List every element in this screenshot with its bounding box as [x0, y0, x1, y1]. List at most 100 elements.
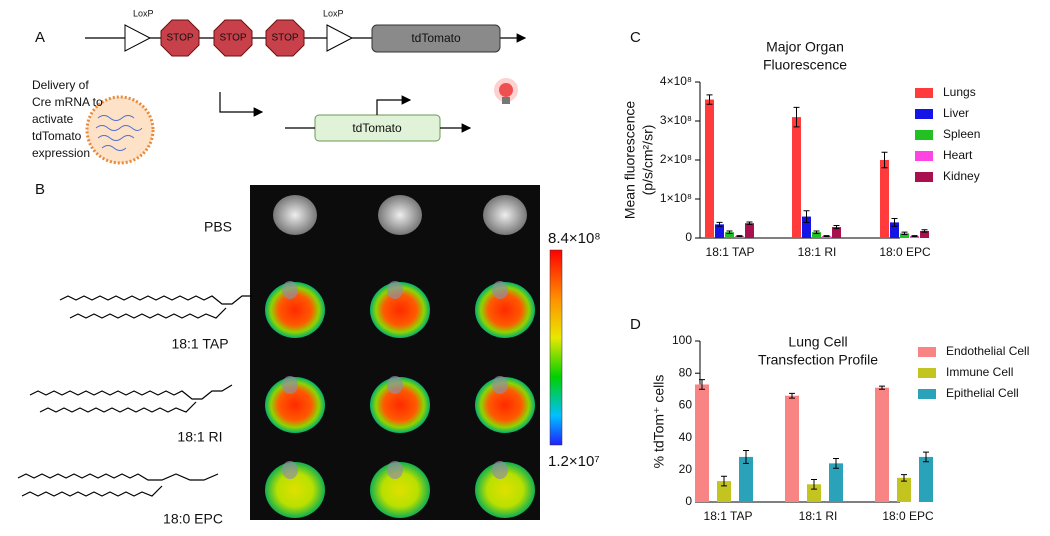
legend-label: Kidney — [943, 169, 980, 183]
x-tick-label: 18:0 EPC — [879, 245, 931, 259]
reporter-label: tdTomato — [352, 121, 402, 135]
delivery-text: expression — [32, 146, 90, 160]
error-bar — [911, 235, 918, 237]
organ-image — [387, 461, 403, 479]
y-tick-label: 100 — [672, 333, 692, 347]
row-label: 18:1 TAP — [171, 336, 228, 352]
y-tick-label: 1×10⁸ — [660, 191, 692, 205]
x-tick-label: 18:1 TAP — [706, 245, 755, 259]
bar — [695, 384, 709, 502]
bar — [715, 224, 724, 238]
bar — [920, 230, 929, 238]
bar — [735, 236, 744, 238]
legend-swatch — [915, 130, 933, 140]
error-bar — [881, 151, 888, 169]
error-bar — [891, 218, 898, 227]
stop-label: STOP — [166, 33, 193, 44]
legend-swatch — [915, 172, 933, 182]
panel-a: A LoxP LoxP STOP STOP STOP tdTomato tdTo… — [35, 8, 527, 165]
colorbar-min: 1.2×10⁷ — [548, 453, 600, 470]
organ-image — [370, 377, 430, 433]
row-label: 18:0 EPC — [163, 511, 223, 527]
y-tick-label: 2×10⁸ — [660, 152, 692, 166]
legend-swatch — [915, 151, 933, 161]
panel-label: B — [35, 181, 45, 198]
y-tick-label: 60 — [679, 398, 693, 412]
y-axis-label: Mean fluorescence — [622, 101, 638, 220]
organ-image — [387, 376, 403, 394]
organ-image — [475, 462, 535, 518]
error-bar — [721, 475, 727, 487]
legend-swatch — [918, 347, 936, 357]
y-axis-label: % tdTom⁺ cells — [651, 375, 667, 469]
bar — [739, 456, 753, 502]
bar — [802, 216, 811, 238]
bar — [717, 481, 731, 502]
organ-image — [273, 195, 317, 235]
bar — [705, 99, 714, 238]
error-bar — [901, 474, 907, 482]
y-axis-label: (p/s/cm²/sr) — [640, 125, 656, 196]
bar — [785, 395, 799, 502]
delivery-text: Cre mRNA to — [32, 95, 103, 109]
legend-swatch — [915, 88, 933, 98]
x-tick-label: 18:1 TAP — [704, 509, 753, 523]
error-bar — [833, 225, 840, 230]
chart-title: Fluorescence — [763, 57, 847, 73]
chart-title: Lung Cell — [788, 334, 847, 350]
x-tick-label: 18:1 RI — [798, 245, 837, 259]
error-bar — [716, 221, 723, 227]
organ-image — [265, 282, 325, 338]
y-tick-label: 20 — [679, 462, 693, 476]
bar — [919, 456, 933, 502]
error-bar — [803, 210, 810, 223]
organ-image — [492, 281, 508, 299]
error-bar — [746, 221, 753, 225]
organ-image — [492, 461, 508, 479]
legend-label: Liver — [943, 106, 969, 120]
colorbar-max: 8.4×10⁸ — [548, 230, 601, 247]
bar — [875, 387, 889, 502]
bar — [812, 232, 821, 238]
organ-image — [282, 376, 298, 394]
loxp-label: LoxP — [133, 8, 154, 18]
delivery-text: Delivery of — [32, 78, 89, 92]
y-tick-label: 3×10⁸ — [660, 113, 692, 127]
chart-title: Transfection Profile — [758, 352, 878, 368]
x-tick-label: 18:0 EPC — [882, 509, 934, 523]
legend-label: Spleen — [943, 127, 980, 141]
organ-image — [265, 462, 325, 518]
error-bar — [726, 230, 733, 234]
y-tick-label: 40 — [679, 430, 693, 444]
reporter-label: tdTomato — [411, 31, 461, 45]
panel-label: C — [630, 29, 641, 46]
error-bar — [833, 458, 839, 469]
organ-image — [282, 281, 298, 299]
y-tick-label: 80 — [679, 365, 693, 379]
organ-image — [370, 282, 430, 338]
organ-image — [265, 377, 325, 433]
row-label: 18:1 RI — [177, 429, 222, 445]
error-bar — [923, 451, 929, 463]
organ-image — [282, 461, 298, 479]
bar — [897, 477, 911, 502]
organ-image — [475, 282, 535, 338]
bar — [725, 232, 734, 238]
error-bar — [789, 392, 795, 399]
organ-image — [378, 195, 422, 235]
organ-image — [387, 281, 403, 299]
bar — [890, 222, 899, 238]
legend-label: Endothelial Cell — [946, 344, 1029, 358]
row-label: PBS — [204, 219, 232, 235]
bar — [807, 484, 821, 502]
legend-label: Epithelial Cell — [946, 386, 1019, 400]
bar — [832, 227, 841, 238]
error-bar — [811, 478, 817, 490]
bar — [822, 236, 831, 238]
y-tick-label: 0 — [685, 230, 692, 244]
error-bar — [743, 449, 749, 464]
error-bar — [793, 106, 800, 128]
y-tick-label: 0 — [685, 494, 692, 508]
organ-image — [483, 195, 527, 235]
